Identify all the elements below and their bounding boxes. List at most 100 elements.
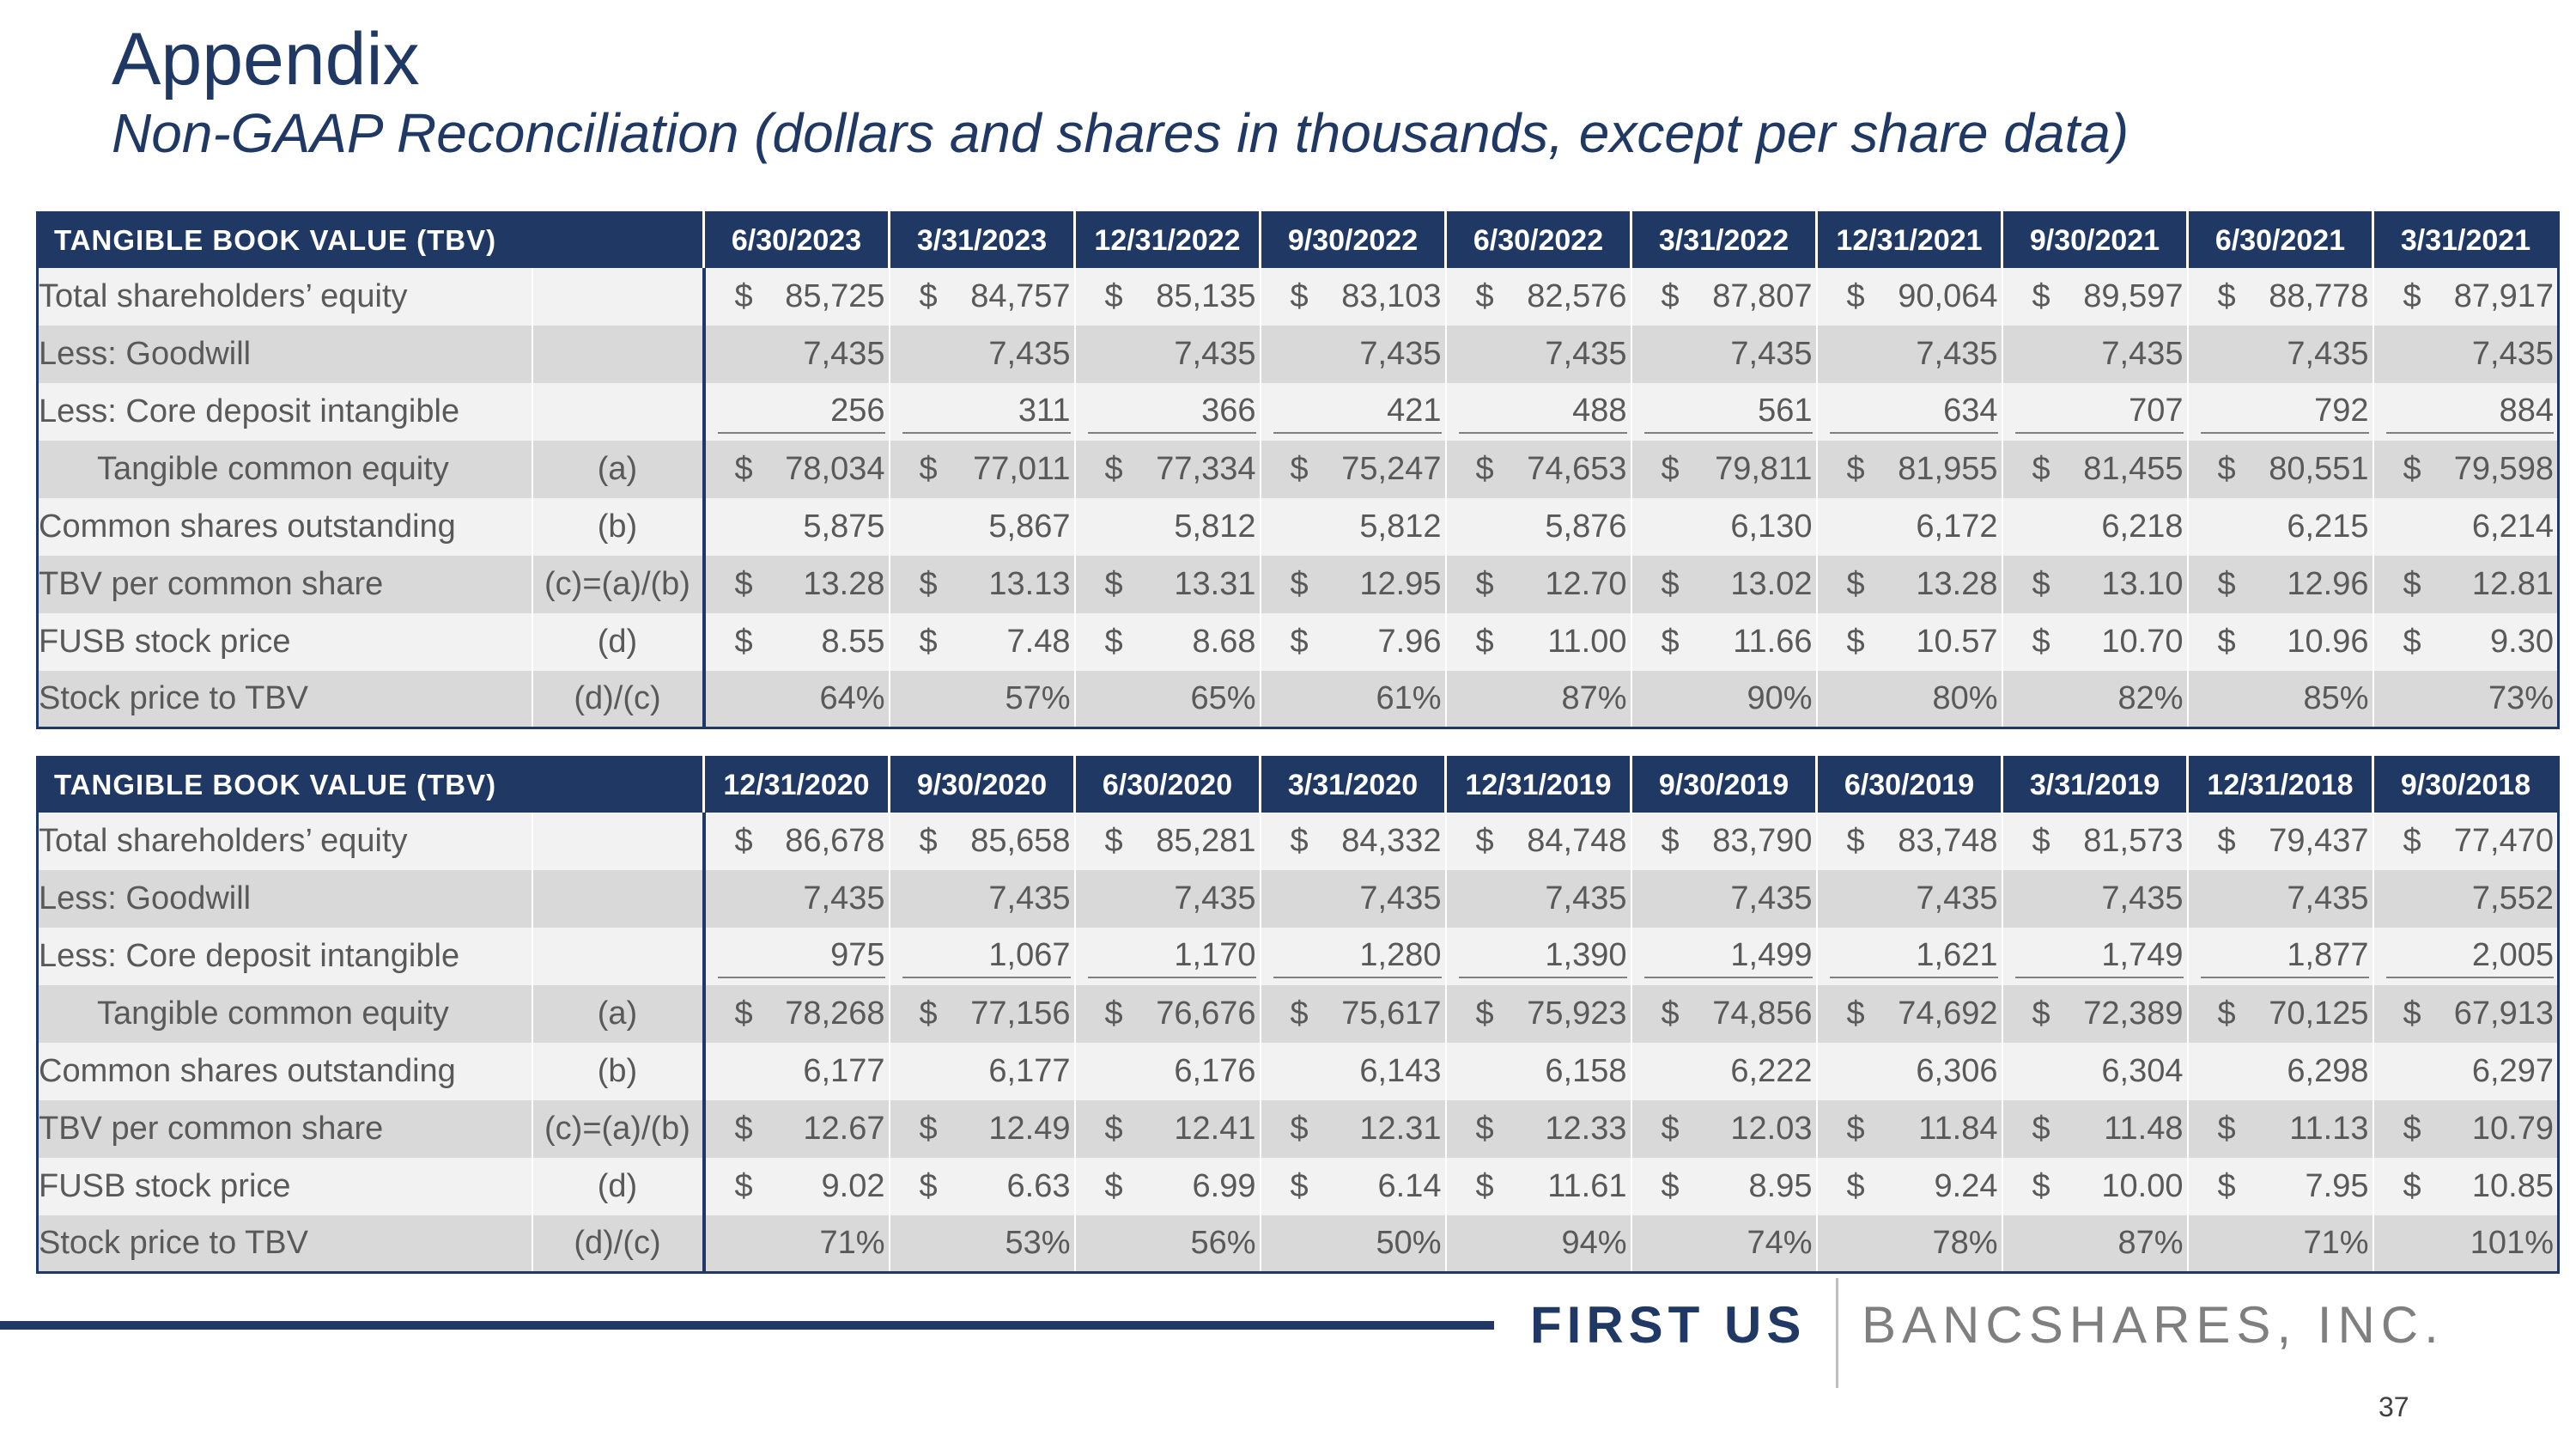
value-cell: 64%: [702, 670, 890, 728]
value-cell-content: 7,435: [1088, 332, 1256, 376]
dollar-sign: $: [2403, 565, 2421, 602]
value-cell-content: 561: [1643, 389, 1813, 434]
value-cell: 6,298: [2186, 1042, 2373, 1100]
value-cell: $10.70: [2001, 612, 2188, 671]
cell-value: 8.55: [821, 623, 885, 660]
dollar-sign: $: [2403, 277, 2421, 314]
dollar-sign: $: [1846, 450, 1865, 487]
cell-value: 81,455: [2083, 450, 2184, 487]
value-cell-content: $9.24: [1830, 1164, 1998, 1209]
value-cell-content: $6.63: [902, 1164, 1071, 1209]
cell-value: 12.31: [1359, 1110, 1442, 1147]
value-cell: $13.31: [1073, 555, 1261, 613]
value-cell-content: $78,268: [718, 991, 885, 1036]
table-row: Common shares outstanding (b) 5,875 5,867 5,…: [37, 497, 2559, 556]
row-formula-note: (d)/(c): [531, 670, 706, 728]
cell-value: 6,143: [1359, 1052, 1442, 1089]
value-cell: 1,390: [1444, 927, 1631, 985]
value-cell: $10.85: [2372, 1157, 2559, 1215]
value-cell: $83,790: [1630, 812, 1817, 870]
value-cell-content: $10.57: [1830, 619, 1998, 664]
dollar-sign: $: [1661, 1167, 1680, 1204]
dollar-sign: $: [734, 822, 753, 859]
cell-value: 12.49: [988, 1110, 1071, 1147]
value-cell-content: 488: [1458, 389, 1627, 434]
value-cell-content: $12.49: [902, 1106, 1071, 1151]
dollar-sign: $: [2403, 1110, 2421, 1147]
cell-value: 90,064: [1898, 277, 1998, 314]
cell-value: 7,435: [1359, 880, 1442, 916]
value-cell: $11.13: [2186, 1099, 2373, 1158]
dollar-sign: $: [1290, 623, 1309, 660]
value-cell-content: $11.61: [1459, 1164, 1627, 1209]
value-cell-content: 634: [1829, 389, 1998, 434]
cell-value: 1,499: [1730, 936, 1813, 973]
dollar-sign: $: [1846, 1110, 1865, 1147]
cell-value: 12.95: [1359, 565, 1442, 602]
value-cell: 57%: [888, 670, 1075, 728]
company-logo-bancshares: BANCSHARES, INC.: [1862, 1296, 2445, 1354]
value-cell-content: $12.96: [2201, 562, 2369, 606]
cell-value: 792: [2314, 392, 2369, 429]
value-cell-content: 94%: [1459, 1221, 1626, 1265]
value-cell-content: $89,597: [2015, 274, 2184, 319]
value-cell-content: $84,332: [1273, 819, 1442, 863]
cell-value: 74%: [1747, 1224, 1813, 1261]
table-row: Less: Goodwill 7,435 7,435 7,435 7,435 7,435 7…: [37, 325, 2559, 383]
value-cell: $76,676: [1073, 984, 1261, 1043]
cell-value: 7,435: [1174, 335, 1256, 372]
cell-value: 79,598: [2453, 450, 2554, 487]
value-cell-content: 2,005: [2385, 934, 2554, 978]
value-cell-content: $10.79: [2386, 1106, 2555, 1151]
dollar-sign: $: [2403, 450, 2421, 487]
cell-value: 1,170: [1174, 936, 1256, 973]
cell-value: 12.81: [2471, 565, 2554, 602]
value-cell: $9.30: [2372, 612, 2559, 671]
header-spacer: [532, 212, 704, 268]
row-formula-note: [531, 927, 706, 985]
dollar-sign: $: [2032, 995, 2050, 1032]
dollar-sign: $: [1661, 1110, 1680, 1147]
row-formula-note: (c)=(a)/(b): [531, 555, 706, 613]
value-cell: $86,678: [702, 812, 890, 870]
value-cell: 87%: [1444, 670, 1631, 728]
cell-value: 5,812: [1359, 508, 1442, 545]
value-cell: $87,917: [2372, 267, 2559, 326]
value-cell: $12.41: [1073, 1099, 1261, 1158]
value-cell: $80,551: [2186, 440, 2373, 498]
cell-value: 77,011: [973, 450, 1071, 487]
value-cell: 366: [1073, 382, 1261, 441]
value-cell-content: $11.48: [2015, 1106, 2184, 1151]
value-cell: 7,435: [888, 869, 1075, 928]
cell-value: 561: [1758, 392, 1813, 429]
cell-value: 6,172: [1916, 508, 1998, 545]
value-cell-content: $7.96: [1273, 619, 1442, 664]
value-cell-content: 7,435: [2201, 332, 2368, 376]
table-row: Total shareholders’ equity $85,725 $84,757…: [37, 267, 2559, 326]
dollar-sign: $: [2217, 623, 2236, 660]
value-cell-content: 707: [2014, 389, 2184, 434]
dollar-sign: $: [1846, 277, 1865, 314]
value-cell: $13.10: [2001, 555, 2188, 613]
cell-value: 87,917: [2453, 277, 2554, 314]
cell-value: 12.96: [2287, 565, 2369, 602]
page-subtitle: Non-GAAP Reconciliation (dollars and sha…: [112, 102, 2129, 164]
value-cell: 7,435: [1815, 325, 2002, 383]
value-cell-content: $9.30: [2386, 619, 2555, 664]
row-label: TBV per common share: [37, 1099, 532, 1158]
cell-value: 77,470: [2453, 822, 2554, 859]
cell-value: 11.84: [1918, 1110, 1998, 1147]
value-cell-content: $6.14: [1273, 1164, 1442, 1209]
value-cell: $90,064: [1815, 267, 2002, 326]
cell-value: 61%: [1376, 679, 1442, 716]
table-row: Less: Goodwill 7,435 7,435 7,435 7,435 7,435 7…: [37, 869, 2559, 928]
cell-value: 7,435: [1730, 335, 1813, 372]
value-cell-content: 7,435: [1644, 332, 1813, 376]
value-cell: 94%: [1444, 1215, 1631, 1273]
cell-value: 85,281: [1156, 822, 1256, 859]
value-cell-content: 90%: [1644, 676, 1812, 721]
value-cell: $85,135: [1073, 267, 1261, 326]
cell-value: 13.31: [1174, 565, 1256, 602]
dollar-sign: $: [1475, 450, 1494, 487]
cell-value: 86,678: [785, 822, 885, 859]
